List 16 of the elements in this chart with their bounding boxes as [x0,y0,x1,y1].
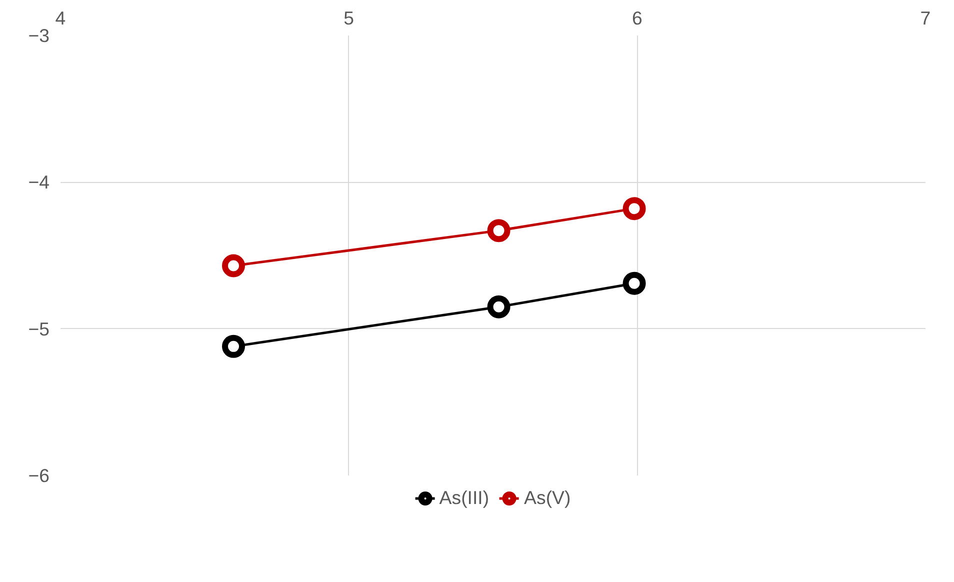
point [622,197,646,220]
x-tick-label: 4 [55,8,66,28]
y-tick-label: −3 [28,25,50,46]
x-tick-label: 5 [344,8,354,28]
legend-label: As(V) [524,487,571,509]
x-tick-label: 6 [632,8,642,28]
legend-label: As(III) [439,487,490,509]
y-tick-label: −5 [28,318,50,340]
point [222,334,245,358]
y-tick-label: −4 [28,172,50,193]
point [487,295,510,318]
point [222,254,245,278]
x-tick-label: 7 [920,8,931,28]
point [487,219,510,242]
point [622,272,646,295]
y-tick-label: −6 [28,465,50,486]
